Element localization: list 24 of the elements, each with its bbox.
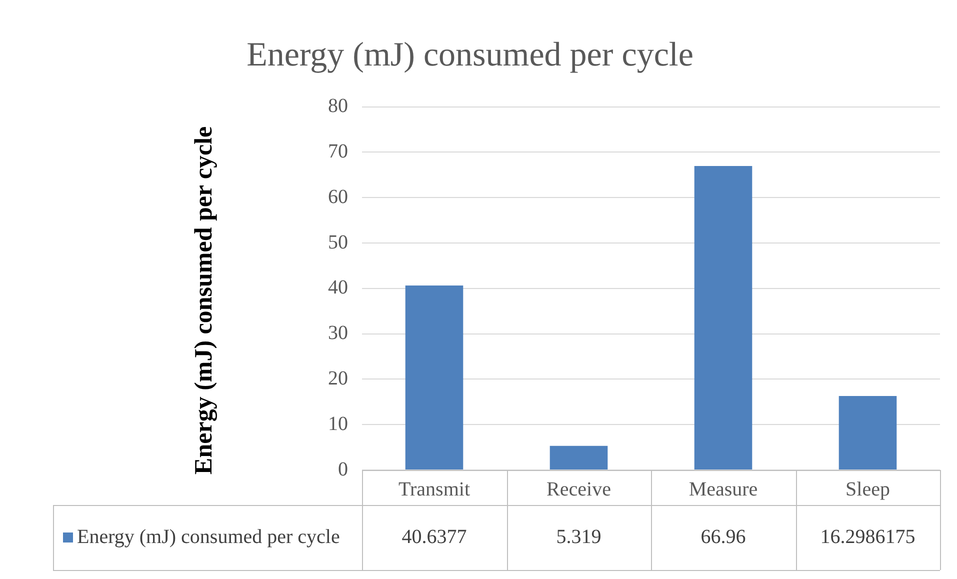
- y-tick-label: 80: [328, 95, 348, 118]
- bar: [405, 286, 464, 470]
- x-tick-label: Transmit: [398, 478, 470, 500]
- data-label: 66.96: [700, 526, 746, 548]
- y-tick-label: 50: [328, 231, 348, 254]
- y-tick-label: 20: [328, 367, 348, 390]
- y-tick-label: 70: [328, 140, 348, 162]
- legend-label: Energy (mJ) consumed per cycle: [77, 526, 340, 548]
- y-tick-label: 40: [328, 276, 348, 299]
- bar: [838, 396, 897, 470]
- x-tick-label: Sleep: [846, 478, 890, 500]
- chart-title: Energy (mJ) consumed per cycle: [246, 36, 694, 74]
- bar: [550, 446, 608, 470]
- x-tick-label: Receive: [546, 478, 612, 500]
- data-label: 5.319: [556, 526, 602, 548]
- y-axis-title: Energy (mJ) consumed per cycle: [190, 126, 218, 474]
- data-label: 40.6377: [402, 526, 467, 548]
- y-tick-label: 60: [328, 186, 348, 208]
- y-tick-label: 10: [328, 412, 348, 435]
- x-tick-label: Measure: [688, 478, 758, 500]
- data-label: 16.2986175: [820, 526, 916, 548]
- y-tick-label: 30: [328, 322, 348, 344]
- y-tick-label: 0: [338, 458, 348, 480]
- bar: [694, 166, 752, 470]
